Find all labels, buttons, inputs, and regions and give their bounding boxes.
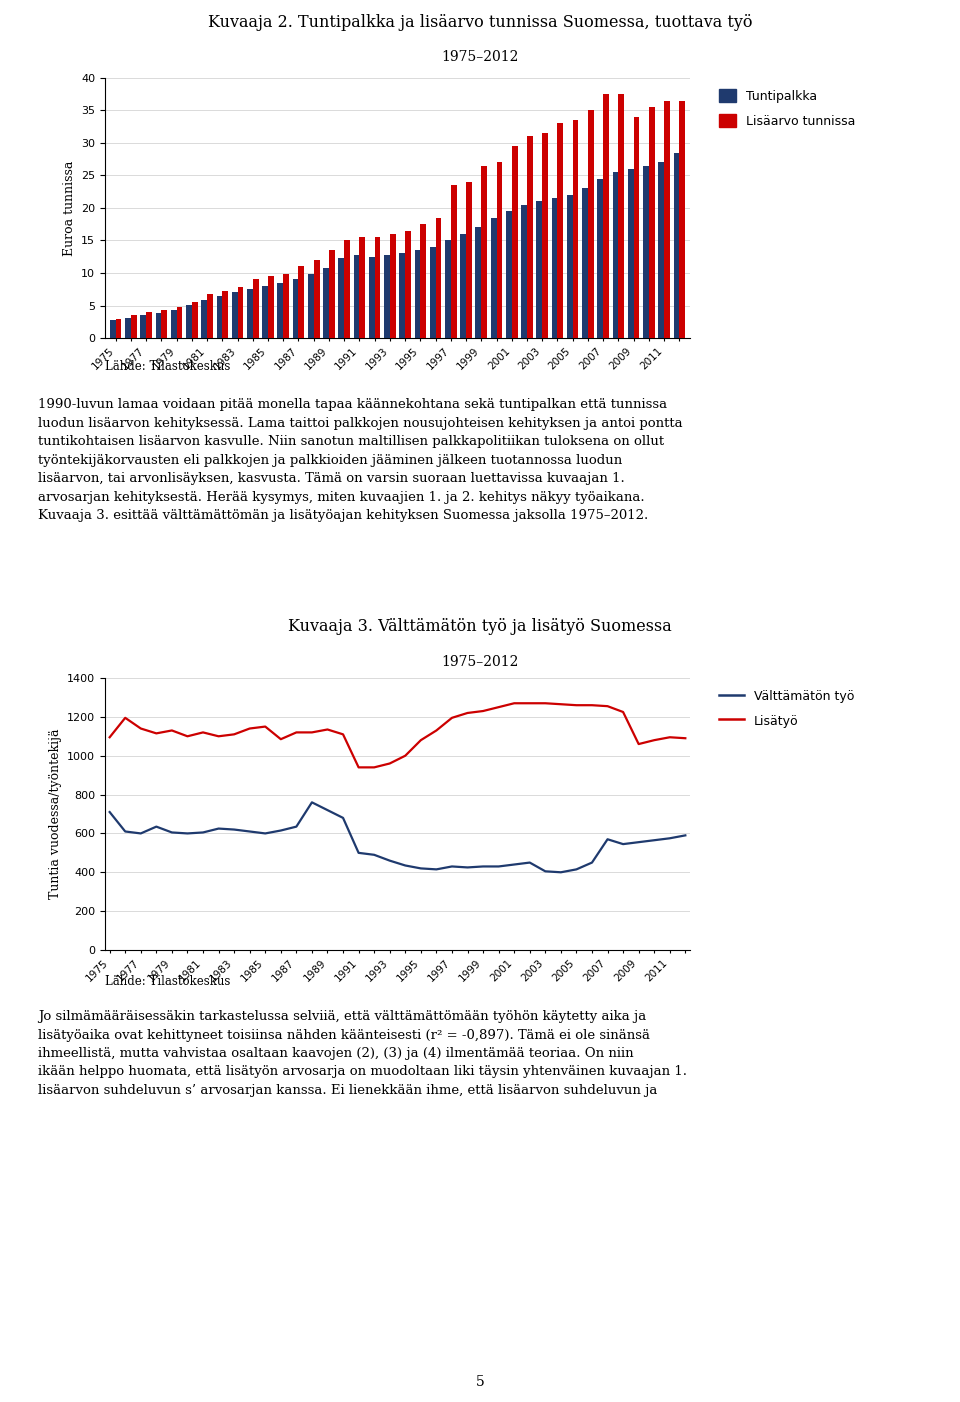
Bar [115,318,122,338]
Bar [603,94,609,338]
Text: 1975–2012: 1975–2012 [442,50,518,64]
Bar [231,293,237,338]
Legend: Tuntipalkka, Lisäarvo tunnissa: Tuntipalkka, Lisäarvo tunnissa [714,84,861,133]
Bar [369,257,374,338]
Bar [223,292,228,338]
Bar [217,296,223,338]
Bar [293,279,299,338]
Bar [491,217,496,338]
Bar [420,224,426,338]
Bar [481,165,487,338]
Bar [125,318,131,338]
Bar [674,153,680,338]
Bar [390,234,396,338]
Bar [140,315,146,338]
Bar [527,136,533,338]
Text: Jo silmämääräisessäkin tarkastelussa selviiä, että välttämättömään työhön käytet: Jo silmämääräisessäkin tarkastelussa sel… [38,1009,687,1096]
Bar [415,250,420,338]
Bar [582,188,588,338]
Bar [451,185,457,338]
Bar [131,315,136,338]
Bar [558,123,564,338]
Bar [680,101,685,338]
Bar [268,276,274,338]
Bar [314,259,320,338]
Text: 5: 5 [475,1375,485,1389]
Bar [573,121,579,338]
Bar [161,310,167,338]
Bar [634,116,639,338]
Bar [299,266,304,338]
Bar [542,133,548,338]
Bar [345,241,350,338]
Bar [338,258,345,338]
Bar [359,237,365,338]
Bar [628,170,634,338]
Bar [202,300,207,338]
Bar [460,234,466,338]
Text: Lähde: Tilastokeskus: Lähde: Tilastokeskus [105,974,230,988]
Text: Lähde: Tilastokeskus: Lähde: Tilastokeskus [105,360,230,373]
Bar [237,287,243,338]
Text: 1990-luvun lamaa voidaan pitää monella tapaa käännekohtana sekä tuntipalkan että: 1990-luvun lamaa voidaan pitää monella t… [38,398,683,522]
Bar [405,231,411,338]
Legend: Välttämätön työ, Lisätyö: Välttämätön työ, Lisätyö [714,684,859,733]
Bar [146,313,152,338]
Bar [399,254,405,338]
Bar [597,178,603,338]
Bar [521,205,527,338]
Bar [496,163,502,338]
Text: Kuvaaja 3. Välttämätön työ ja lisätyö Suomessa: Kuvaaja 3. Välttämätön työ ja lisätyö Su… [288,618,672,635]
Bar [177,307,182,338]
Bar [324,268,329,338]
Bar [207,294,213,338]
Bar [552,198,558,338]
Bar [588,111,593,338]
Bar [353,255,359,338]
Bar [664,101,670,338]
Bar [283,275,289,338]
Y-axis label: Tuntia vuodessa/työntekijä: Tuntia vuodessa/työntekijä [49,729,61,899]
Bar [262,286,268,338]
Bar [329,250,335,338]
Bar [171,310,177,338]
Bar [156,313,161,338]
Bar [537,202,542,338]
Bar [252,279,258,338]
Y-axis label: Euroa tunnissa: Euroa tunnissa [62,160,76,255]
Text: 1975–2012: 1975–2012 [442,655,518,669]
Bar [567,195,573,338]
Bar [659,163,664,338]
Bar [436,217,442,338]
Bar [618,94,624,338]
Bar [109,320,115,338]
Bar [384,255,390,338]
Bar [512,146,517,338]
Bar [612,172,618,338]
Bar [475,227,481,338]
Bar [430,247,436,338]
Bar [247,289,252,338]
Text: Kuvaaja 2. Tuntipalkka ja lisäarvo tunnissa Suomessa, tuottava työ: Kuvaaja 2. Tuntipalkka ja lisäarvo tunni… [207,14,753,31]
Bar [506,212,512,338]
Bar [186,304,192,338]
Bar [445,241,451,338]
Bar [277,283,283,338]
Bar [643,165,649,338]
Bar [649,107,655,338]
Bar [192,303,198,338]
Bar [466,182,472,338]
Bar [374,237,380,338]
Bar [308,275,314,338]
